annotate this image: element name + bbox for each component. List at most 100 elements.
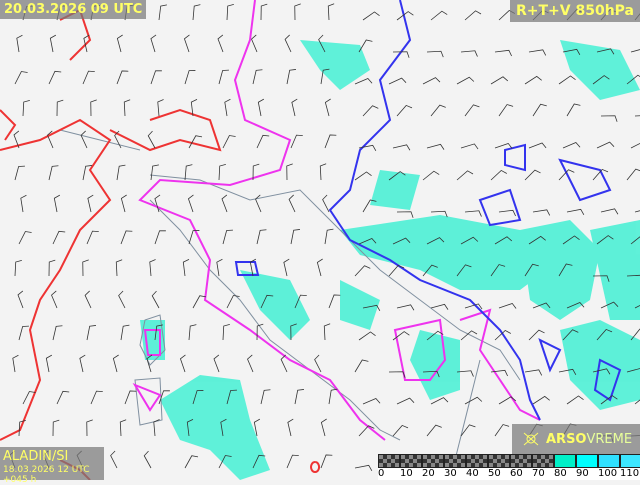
wind-barb [354, 359, 369, 373]
wind-barb [634, 301, 640, 309]
wind-barb [48, 70, 62, 85]
wind-barb [222, 135, 236, 149]
wind-barb [249, 258, 257, 277]
wind-barb [319, 163, 327, 181]
wind-barb [158, 4, 167, 21]
wind-barb [626, 367, 640, 374]
wind-barb [286, 454, 299, 469]
valid-time-label: 20.03.2026 09 UTC [0, 0, 147, 19]
legend-tick: 110 [620, 468, 640, 479]
wind-barb [147, 130, 156, 149]
legend-swatch [466, 454, 488, 468]
wind-barb [251, 34, 258, 53]
wind-barb [120, 194, 127, 213]
wind-barb [52, 325, 63, 341]
wind-barb [392, 331, 410, 341]
wind-barb [116, 34, 123, 53]
legend-tick: 20 [422, 468, 435, 479]
wind-barb [45, 354, 53, 373]
wind-barb [226, 3, 234, 21]
wind-barb [56, 390, 70, 405]
wind-barb [490, 264, 506, 277]
wind-barb [184, 70, 196, 85]
humidity-areas [140, 40, 640, 480]
wind-barb [494, 49, 512, 57]
wind-barb [154, 324, 163, 341]
wind-barb [524, 169, 541, 181]
wind-barb [120, 230, 133, 245]
coastlines [59, 129, 521, 480]
wind-barb [252, 163, 260, 181]
wind-barb [430, 104, 446, 117]
wind-barb [498, 104, 514, 117]
color-legend: 0 10 20 30 40 50 60 70 80 90 100 110 [378, 454, 640, 480]
wind-barb [562, 142, 581, 149]
wind-barb [150, 34, 157, 53]
wind-barb [566, 302, 585, 309]
wind-barb [283, 258, 290, 277]
wind-barb [524, 75, 542, 85]
wind-barb [558, 263, 573, 277]
legend-tick: 80 [554, 468, 567, 479]
wind-barb [288, 194, 296, 213]
wind-barb [328, 294, 341, 309]
wind-barb [51, 290, 58, 309]
wind-barb [253, 418, 261, 437]
wind-barb [528, 329, 545, 341]
wind-barb [528, 235, 546, 245]
wind-barb [286, 69, 296, 85]
wind-barb [396, 304, 415, 311]
wind-barb [327, 3, 335, 21]
wind-barb [260, 294, 274, 309]
wind-barb [217, 34, 224, 53]
wind-barb [498, 302, 517, 309]
legend-tick: 30 [444, 468, 457, 479]
wind-barb [14, 71, 28, 85]
wind-barb [430, 10, 448, 21]
wind-barb [294, 294, 307, 309]
wind-barb [53, 194, 61, 213]
wind-barb [362, 105, 379, 117]
wind-barb [84, 290, 92, 309]
wind-barb [426, 143, 445, 150]
wind-barb [316, 258, 323, 277]
wind-barb [562, 235, 580, 245]
wind-barb [460, 50, 478, 57]
wind-barb [47, 130, 54, 149]
wind-barb [592, 168, 609, 181]
wind-barb [626, 168, 640, 181]
wind-barb [430, 397, 449, 405]
wind-barb [158, 390, 170, 405]
wind-barb [524, 263, 539, 277]
wind-barb [22, 99, 30, 117]
wind-barb [186, 419, 194, 437]
wind-barb [396, 104, 413, 117]
wind-barb [362, 398, 381, 405]
wind-barb [120, 324, 130, 341]
wind-barb [422, 170, 440, 181]
wind-barb [280, 354, 288, 373]
wind-barb [630, 234, 640, 245]
wind-barbs [9, 3, 640, 472]
wind-barb [566, 395, 584, 405]
wind-barb [190, 99, 198, 117]
wind-barb [290, 229, 300, 245]
wind-barb [596, 141, 615, 149]
wind-barb [558, 169, 575, 181]
wind-barb [460, 143, 479, 150]
wind-barb [123, 99, 131, 117]
wind-barb [86, 230, 99, 245]
wind-barb [358, 144, 377, 152]
wind-barb [426, 237, 445, 245]
wind-barb [600, 301, 619, 309]
wind-barb [112, 354, 119, 373]
wind-barb [49, 34, 57, 53]
wind-barb [320, 68, 330, 85]
wind-barb [179, 354, 186, 373]
wind-barb [294, 389, 304, 405]
wind-barb [192, 295, 207, 309]
wind-barb [422, 77, 441, 85]
model-name: ALADIN/SI [3, 449, 69, 464]
wind-barb [87, 194, 94, 213]
